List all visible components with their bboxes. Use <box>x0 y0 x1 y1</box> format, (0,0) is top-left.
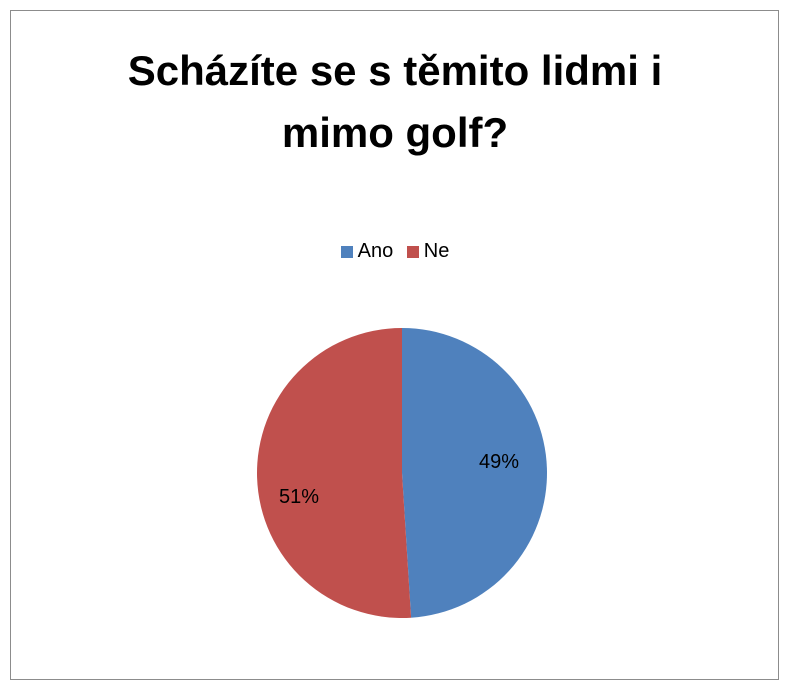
data-label-ano: 49% <box>479 451 519 473</box>
data-label-ne: 51% <box>279 486 319 508</box>
legend-swatch-ano <box>340 245 353 258</box>
pie-slice-ne <box>256 328 412 618</box>
legend-item-ano: Ano <box>340 240 394 263</box>
pie-slice-ano <box>402 328 547 618</box>
legend-item-ne: Ne <box>406 240 450 263</box>
chart-title: Scházíte se s těmito lidmi i mimo golf? <box>127 47 663 156</box>
legend-swatch-ne <box>406 245 419 258</box>
legend-label-ano: Ano <box>357 240 394 262</box>
legend-label-ne: Ne <box>423 240 450 262</box>
legend: Ano Ne <box>0 240 790 264</box>
